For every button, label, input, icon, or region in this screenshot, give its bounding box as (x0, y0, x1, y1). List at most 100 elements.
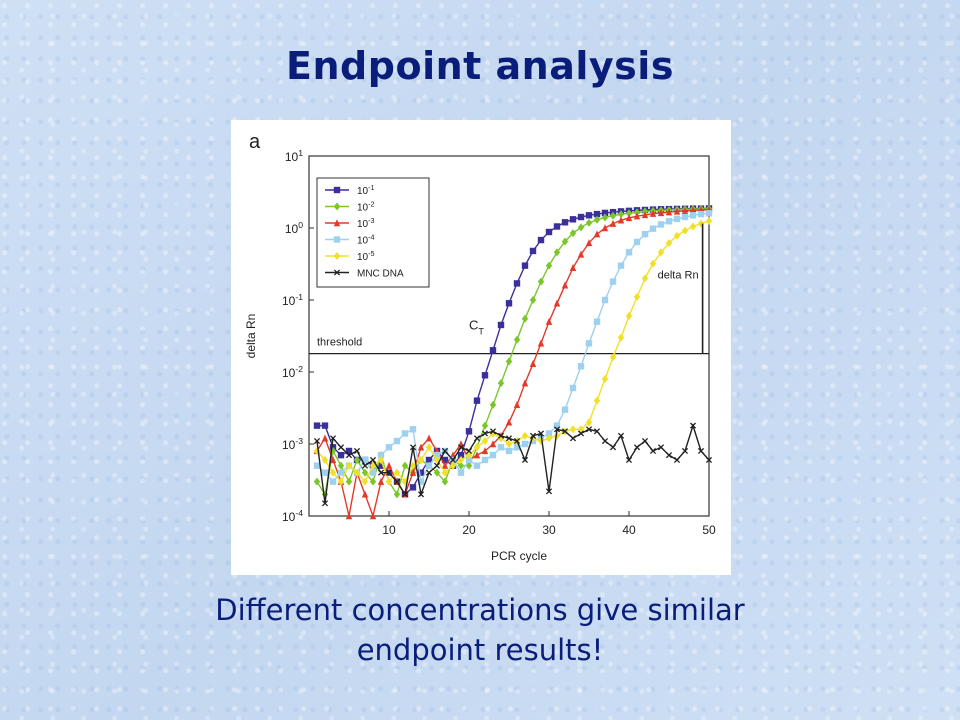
series-3-point (673, 215, 681, 223)
legend-box (316, 177, 430, 288)
series-2-point (513, 401, 521, 409)
series-3-point (657, 221, 665, 228)
series-4-point (465, 451, 473, 460)
series-3-point (409, 426, 417, 433)
slide-caption: Different concentrations give similar en… (90, 590, 870, 670)
chart-figure: a 101 100 10-1 10-2 10-3 10-4 10 20 30 40 50 PCR cyc… (231, 120, 731, 575)
series-4-point (697, 219, 705, 228)
series-2-point (329, 456, 337, 464)
series-1-point (521, 314, 529, 323)
legend-marker (333, 252, 341, 260)
series-2-point (441, 461, 449, 469)
series-3-point (369, 469, 377, 476)
series-5-point (497, 432, 505, 439)
y-tick-label: 10-1 (282, 292, 303, 308)
y-tick-label: 101 (285, 148, 303, 164)
series-3-point (545, 430, 553, 437)
series-5-point (385, 469, 393, 476)
series-5-point (353, 447, 361, 455)
series-3-point (465, 456, 473, 464)
series-1-point (609, 211, 617, 220)
series-3-point (513, 444, 521, 451)
series-5-point (697, 447, 705, 455)
series-4-point (417, 455, 425, 464)
series-1-point (361, 468, 369, 477)
series-5-point (425, 469, 433, 476)
series-2-point (601, 224, 609, 232)
y-tick-label: 100 (285, 220, 303, 236)
series-0-point (465, 428, 473, 435)
series-3-point (505, 447, 513, 455)
series-5-point (553, 426, 561, 433)
series-5-point (449, 456, 457, 464)
series-4-point (353, 468, 361, 477)
series-4-point (505, 440, 513, 448)
series-1-point (353, 455, 361, 464)
series-0-point (481, 372, 489, 379)
series-4-point (609, 353, 617, 362)
series-5-point (617, 432, 625, 439)
series-5-point (313, 437, 321, 445)
series-4-point (673, 231, 681, 240)
series-3-point (385, 444, 393, 451)
series-5-point (513, 437, 521, 445)
series-4-point (473, 443, 481, 452)
y-tick-label: 10-2 (282, 364, 303, 380)
series-2-point (489, 440, 497, 448)
series-3-point (553, 422, 561, 429)
series-5-point (585, 426, 593, 433)
series-3-point (617, 262, 625, 269)
series-2-point (657, 209, 665, 217)
series-line-4 (316, 220, 710, 483)
series-3-point (393, 437, 401, 445)
series-4-point (393, 468, 401, 477)
series-5-point (465, 447, 473, 455)
series-4-point (545, 434, 553, 443)
series-1-point (433, 468, 441, 477)
series-5-point (361, 462, 369, 469)
series-2-point (505, 418, 513, 426)
series-1-point (337, 461, 345, 470)
series-2-point (689, 206, 697, 214)
legend-marker (333, 202, 341, 211)
series-3-point (329, 478, 337, 485)
series-4-point (377, 455, 385, 464)
series-1-point (441, 477, 449, 486)
series-3-point (433, 451, 441, 459)
series-3-point (649, 225, 657, 232)
series-5-point (505, 435, 513, 442)
series-5-point (441, 447, 449, 455)
series-1-point (505, 357, 513, 366)
series-5-point (601, 437, 609, 445)
series-2-point (625, 214, 633, 222)
series-2-point (377, 477, 385, 485)
series-5-point (593, 428, 601, 435)
slide-title: Endpoint analysis (286, 44, 674, 88)
series-0-point (489, 347, 497, 354)
series-0-point (377, 462, 385, 469)
series-4-point (441, 468, 449, 477)
series-2-point (681, 207, 689, 215)
series-0-point (409, 484, 417, 491)
series-2-point (361, 490, 369, 498)
series-0-point (521, 262, 529, 269)
series-5-point (481, 430, 489, 437)
series-3-point (577, 363, 585, 370)
series-5-point (705, 456, 713, 464)
series-3-point (609, 278, 617, 285)
series-3-point (313, 462, 321, 469)
series-2-point (617, 216, 625, 224)
legend-marker (333, 219, 341, 227)
series-4-point (345, 461, 353, 470)
series-1-point (481, 421, 489, 430)
series-5-point (377, 469, 385, 476)
series-1-point (401, 461, 409, 470)
series-5-point (633, 444, 641, 451)
x-tick-label: 50 (702, 523, 716, 537)
series-3-point (561, 406, 569, 413)
series-4-point (361, 477, 369, 486)
series-5-point (393, 478, 401, 485)
series-5-point (561, 428, 569, 435)
series-2-point (553, 299, 561, 307)
